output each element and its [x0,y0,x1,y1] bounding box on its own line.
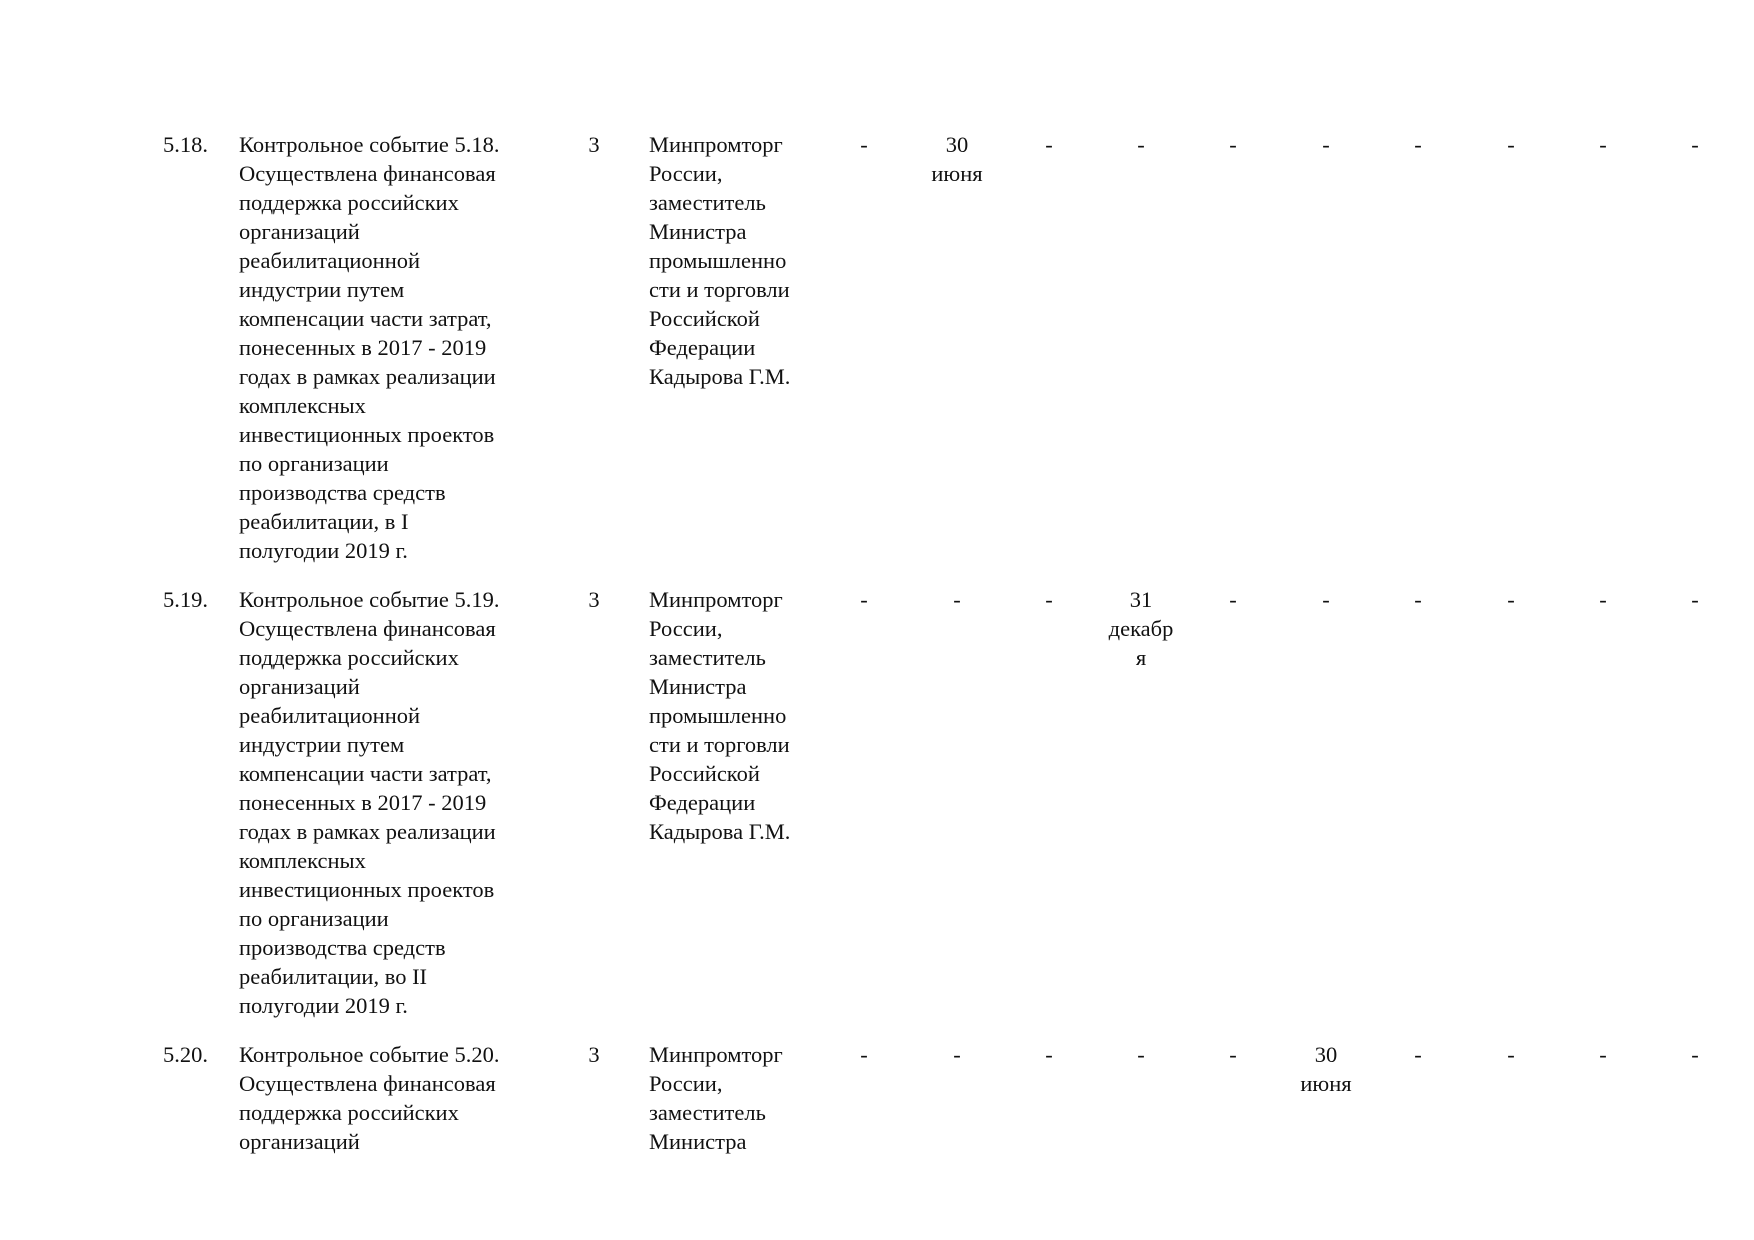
schedule-cell: - [860,132,868,157]
schedule-cell: - [1322,587,1330,612]
event-level: 3 [588,587,600,612]
schedule-cell: - [1229,1042,1237,1067]
schedule-cell: - [1045,132,1053,157]
event-description: Контрольное событие 5.20. Осуществлена ф… [239,1042,500,1154]
schedule-cell: - [1507,132,1515,157]
schedule-cell: - [1322,132,1330,157]
schedule-cell: - [1137,1042,1145,1067]
schedule-cell: - [1137,132,1145,157]
schedule-cell: - [1507,1042,1515,1067]
row-number: 5.19. [163,587,208,612]
schedule-cell: - [953,587,961,612]
schedule-cell: - [1507,587,1515,612]
schedule-cell: - [860,587,868,612]
event-description: Контрольное событие 5.19. Осуществлена ф… [239,587,500,1018]
schedule-cell: - [1599,587,1607,612]
responsible-executor: Минпромторг России, заместитель Министра… [649,587,791,844]
row-number: 5.18. [163,132,208,157]
schedule-cell: - [1691,132,1699,157]
schedule-cell: - [1691,1042,1699,1067]
schedule-cell: - [1414,132,1422,157]
schedule-cell: - [1414,1042,1422,1067]
schedule-cell: - [860,1042,868,1067]
schedule-cell: 30 июня [1300,1042,1352,1096]
schedule-cell: - [1045,1042,1053,1067]
responsible-executor: Минпромторг России, заместитель Министра… [649,132,791,389]
schedule-cell: - [1599,1042,1607,1067]
schedule-cell: - [1599,132,1607,157]
row-number: 5.20. [163,1042,208,1067]
event-level: 3 [588,1042,600,1067]
schedule-cell: - [1691,587,1699,612]
schedule-cell: - [1414,587,1422,612]
schedule-cell: 31 декабр я [1108,587,1174,670]
event-description: Контрольное событие 5.18. Осуществлена ф… [239,132,500,563]
event-level: 3 [588,132,600,157]
schedule-cell: - [1045,587,1053,612]
schedule-cell: - [1229,132,1237,157]
schedule-cell: - [953,1042,961,1067]
responsible-executor: Минпромторг России, заместитель Министра [649,1042,783,1154]
schedule-cell: - [1229,587,1237,612]
schedule-cell: 30 июня [931,132,983,186]
